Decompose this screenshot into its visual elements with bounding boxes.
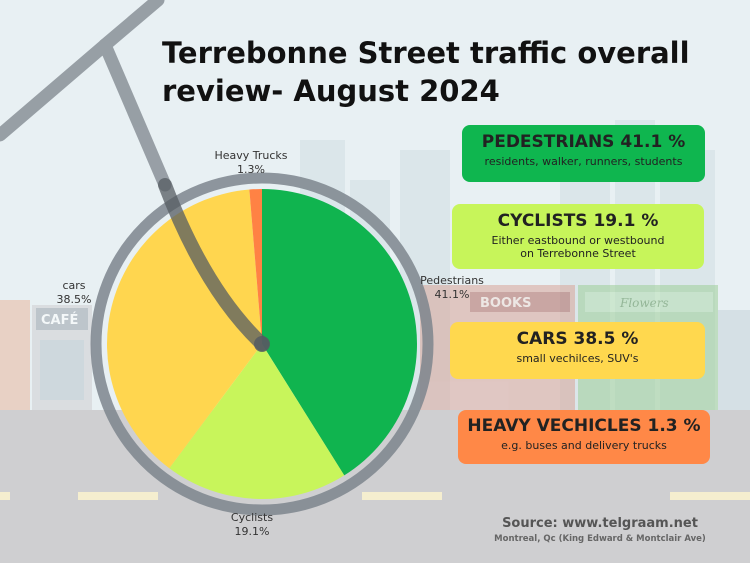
title-line-2: review- August 2024 xyxy=(162,74,500,108)
cyclists-heading: CYCLISTS 19.1 % xyxy=(497,211,659,231)
slice-value-pedestrians: 41.1% xyxy=(435,288,470,301)
pie-slice-cyclists xyxy=(169,344,345,500)
slice-value-cyclists: 19.1% xyxy=(235,525,270,538)
cyclists-card: CYCLISTS 19.1 % Either eastbound or west… xyxy=(452,204,704,269)
slice-label-pedestrians: Pedestrians xyxy=(420,274,484,287)
pie-slice-heavy-trucks xyxy=(249,189,262,344)
slice-label-cyclists: Cyclists xyxy=(231,511,273,524)
pedestrians-heading: PEDESTRIANS 41.1 % xyxy=(481,132,686,152)
heavy-heading: HEAVY VECHICLES 1.3 % xyxy=(467,416,701,436)
pedestrians-card: PEDESTRIANS 41.1 % residents, walker, ru… xyxy=(462,125,705,182)
flowers-sign: Flowers xyxy=(619,296,669,310)
slice-label-cars: cars xyxy=(62,279,85,292)
source-note: Source: www.telgraam.net Montreal, Qc (K… xyxy=(470,516,730,544)
bike-fork-overlay xyxy=(158,178,269,351)
source-line-1: Source: www.telgraam.net xyxy=(502,516,698,531)
cafe-sign: CAFÉ xyxy=(41,312,78,328)
slice-value-heavy-trucks: 1.3% xyxy=(237,163,265,176)
heavy-vehicles-card: HEAVY VECHICLES 1.3 % e.g. buses and del… xyxy=(458,410,710,464)
books-sign: BOOKS xyxy=(480,296,531,311)
cars-card: CARS 38.5 % small vechilces, SUV's xyxy=(450,322,705,379)
source-line-2: Montreal, Qc (King Edward & Montclair Av… xyxy=(494,534,706,544)
cyclists-sub-2: on Terrebonne Street xyxy=(520,247,636,260)
pie-slice-cars xyxy=(107,189,262,469)
title-line-1: Terrebonne Street traffic overall xyxy=(162,36,690,70)
slice-value-cars: 38.5% xyxy=(57,293,92,306)
slice-label-heavy-trucks: Heavy Trucks xyxy=(214,149,287,162)
cars-heading: CARS 38.5 % xyxy=(516,329,639,349)
pedestrians-sub: residents, walker, runners, students xyxy=(484,155,683,168)
bike-hub xyxy=(254,336,270,352)
pie-slice-pedestrians xyxy=(262,189,418,476)
heavy-sub: e.g. buses and delivery trucks xyxy=(501,439,667,452)
cyclists-sub-1: Either eastbound or westbound xyxy=(491,234,665,247)
page-title: Terrebonne Street traffic overall review… xyxy=(162,34,732,110)
cars-sub: small vechilces, SUV's xyxy=(516,352,639,365)
